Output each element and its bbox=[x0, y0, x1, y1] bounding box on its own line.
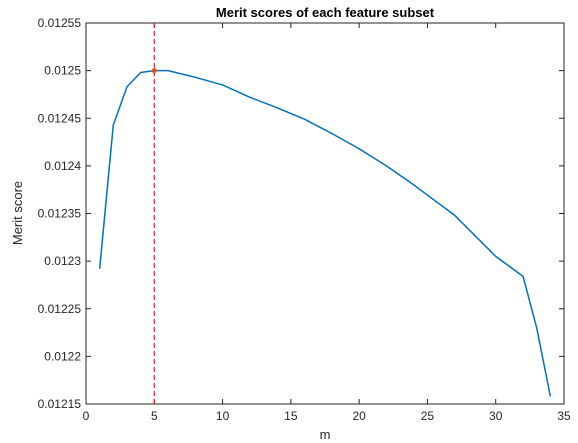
x-tick-label: 0 bbox=[83, 409, 90, 423]
y-tick-label: 0.0125 bbox=[44, 64, 81, 78]
x-tick-label: 20 bbox=[352, 409, 366, 423]
y-tick-label: 0.01235 bbox=[38, 207, 82, 221]
y-tick-label: 0.01255 bbox=[38, 16, 82, 30]
x-axis-label: m bbox=[320, 427, 331, 442]
plot-area bbox=[85, 22, 565, 405]
y-tick-label: 0.01225 bbox=[38, 302, 82, 316]
chart-title: Merit scores of each feature subset bbox=[216, 5, 435, 20]
x-tick-label: 25 bbox=[421, 409, 435, 423]
x-tick-label: 35 bbox=[557, 409, 571, 423]
y-tick-label: 0.0122 bbox=[44, 349, 81, 363]
x-tick-label: 30 bbox=[489, 409, 503, 423]
x-tick-label: 10 bbox=[216, 409, 230, 423]
x-tick-label: 15 bbox=[284, 409, 298, 423]
y-axis-label: Merit score bbox=[10, 181, 25, 245]
y-tick-label: 0.0124 bbox=[44, 159, 81, 173]
y-tick-label: 0.01215 bbox=[38, 397, 82, 411]
x-tick-label: 5 bbox=[151, 409, 158, 423]
merit-score-line bbox=[98, 69, 552, 397]
y-tick-label: 0.0123 bbox=[44, 254, 81, 268]
y-tick-label: 0.01245 bbox=[38, 111, 82, 125]
optimal-m-point bbox=[151, 68, 157, 74]
